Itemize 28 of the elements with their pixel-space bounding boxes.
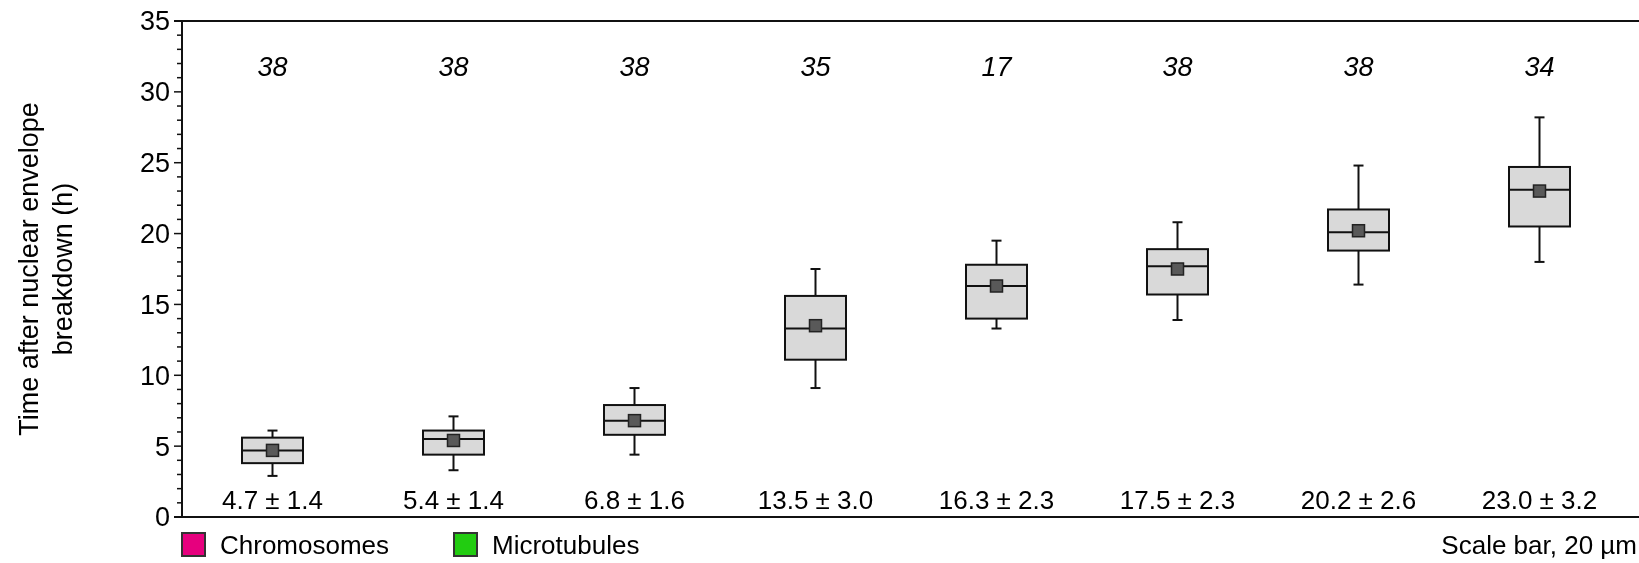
annotation: 34	[1524, 52, 1555, 82]
annotation: 6.8 ± 1.6	[583, 485, 686, 515]
y-tick-label: 35	[139, 6, 170, 37]
y-tick-label: 20	[139, 219, 170, 250]
y-tick-label: 30	[139, 77, 170, 108]
text: Chromosomes	[220, 530, 390, 560]
annotation: 35	[800, 52, 832, 82]
y-tick-label: 25	[139, 148, 170, 179]
annotation: 38	[438, 52, 469, 82]
annotation: 20.2 ± 2.6	[1300, 485, 1417, 515]
text: Scale bar, 20 µm	[1441, 530, 1637, 560]
annotation: 4.7 ± 1.4	[221, 485, 324, 515]
annotation: 5.4 ± 1.4	[402, 485, 505, 515]
annotation: 38	[1343, 52, 1374, 82]
annotation: 23.0 ± 3.2	[1481, 485, 1598, 515]
text: Microtubules	[492, 530, 640, 560]
annotation: 38	[257, 52, 288, 82]
annotation: 17	[981, 52, 1013, 82]
annotation: 38	[619, 52, 650, 82]
annotation: 38	[1162, 52, 1193, 82]
y-axis-title: Time after nuclear envelope breakdown (h)	[14, 102, 78, 436]
y-tick-label: 5	[154, 431, 170, 462]
annotation: 17.5 ± 2.3	[1119, 485, 1236, 515]
annotation: 13.5 ± 3.0	[757, 485, 874, 515]
y-tick-label: 15	[139, 289, 170, 320]
y-tick-label: 0	[154, 502, 170, 533]
annotation: 16.3 ± 2.3	[938, 485, 1055, 515]
y-tick-label: 10	[139, 360, 170, 391]
